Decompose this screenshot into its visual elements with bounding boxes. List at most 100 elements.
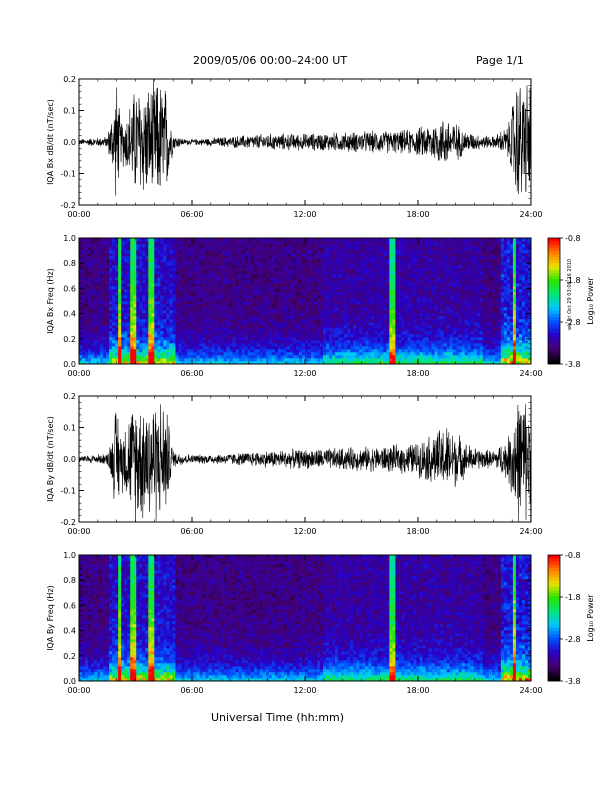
heatmap-cell (220, 268, 224, 272)
heatmap-cell (404, 277, 408, 281)
heatmap-cell (100, 277, 104, 281)
heatmap-cell (305, 352, 309, 356)
heatmap-cell (148, 250, 152, 254)
heatmap-cell (383, 337, 387, 341)
heatmap-cell (178, 286, 182, 290)
heatmap-cell (338, 301, 342, 305)
heatmap-cell (205, 292, 209, 296)
heatmap-cell (308, 334, 312, 338)
heatmap-cell (329, 322, 333, 326)
heatmap-cell (205, 337, 209, 341)
heatmap-cell (253, 337, 258, 341)
heatmap-cell (292, 238, 297, 242)
heatmap-cell (85, 286, 89, 290)
heatmap-cell (326, 253, 330, 257)
heatmap-cell (332, 355, 336, 359)
heatmap-cell (341, 253, 345, 257)
heatmap-cell (112, 334, 116, 338)
heatmap-cell (160, 313, 164, 317)
heatmap-cell (193, 346, 197, 350)
heatmap-cell (314, 277, 318, 281)
heatmap-cell (232, 271, 236, 275)
heatmap-cell (235, 343, 239, 347)
heatmap-cell (295, 313, 300, 317)
heatmap-cell (172, 328, 176, 332)
heatmap-cell (190, 325, 194, 329)
heatmap-cell (145, 310, 149, 314)
heatmap-cell (341, 316, 345, 320)
heatmap-cell (148, 352, 152, 356)
heatmap-cell (265, 259, 270, 263)
heatmap-cell (241, 358, 246, 362)
heatmap-cell (311, 238, 315, 242)
heatmap-cell (377, 349, 381, 353)
heatmap-cell (413, 322, 417, 326)
heatmap-cell (193, 337, 197, 341)
heatmap-cell (88, 274, 92, 278)
heatmap-cell (389, 325, 393, 329)
heatmap-cell (241, 244, 246, 248)
heatmap-cell (148, 265, 152, 269)
heatmap-cell (410, 337, 414, 341)
heatmap-cell (356, 316, 360, 320)
heatmap-cell (271, 253, 276, 257)
heatmap-cell (124, 289, 128, 293)
heatmap-cell (289, 325, 294, 329)
heatmap-cell (317, 253, 321, 257)
heatmap-cell (268, 301, 273, 305)
heatmap-cell (268, 241, 273, 245)
heatmap-cell (166, 280, 170, 284)
heatmap-cell (79, 268, 83, 272)
heatmap-cell (335, 265, 339, 269)
heatmap-cell (377, 319, 381, 323)
heatmap-cell (184, 295, 188, 299)
heatmap-cell (97, 286, 101, 290)
heatmap-cell (247, 241, 252, 245)
heatmap-cell (154, 259, 158, 263)
heatmap-cell (190, 331, 194, 335)
heatmap-cell (317, 292, 321, 296)
heatmap-cell (268, 310, 273, 314)
heatmap-cell (82, 253, 86, 257)
heatmap-cell (256, 274, 261, 278)
heatmap-cell (211, 298, 215, 302)
heatmap-cell (79, 358, 83, 362)
heatmap-cell (85, 241, 89, 245)
heatmap-cell (133, 310, 137, 314)
heatmap-cell (389, 241, 393, 245)
heatmap-cell (127, 274, 131, 278)
heatmap-cell (335, 316, 339, 320)
heatmap-cell (368, 325, 372, 329)
heatmap-cell (407, 271, 411, 275)
heatmap-cell (127, 256, 131, 260)
heatmap-cell (157, 355, 161, 359)
heatmap-cell (362, 331, 366, 335)
heatmap-cell (226, 283, 230, 287)
heatmap-cell (118, 271, 122, 275)
heatmap-cell (305, 319, 309, 323)
heatmap-cell (166, 268, 170, 272)
heatmap-cell (157, 346, 161, 350)
heatmap-cell (139, 247, 143, 251)
heatmap-cell (247, 316, 252, 320)
heatmap-cell (79, 343, 83, 347)
heatmap-cell (91, 295, 95, 299)
heatmap-cell (172, 265, 176, 269)
heatmap-cell (232, 244, 236, 248)
heatmap-cell (341, 265, 345, 269)
heatmap-cell (190, 355, 194, 359)
heatmap-cell (133, 325, 137, 329)
heatmap-cell (350, 265, 354, 269)
heatmap-cell (226, 295, 230, 299)
heatmap-cell (395, 358, 399, 362)
heatmap-cell (280, 250, 285, 254)
heatmap-cell (175, 256, 179, 260)
heatmap-cell (344, 286, 348, 290)
heatmap-cell (280, 340, 285, 344)
heatmap-cell (289, 298, 294, 302)
heatmap-cell (166, 337, 170, 341)
heatmap-cell (178, 301, 182, 305)
heatmap-cell (199, 355, 203, 359)
heatmap-cell (401, 295, 405, 299)
heatmap-cell (362, 268, 366, 272)
